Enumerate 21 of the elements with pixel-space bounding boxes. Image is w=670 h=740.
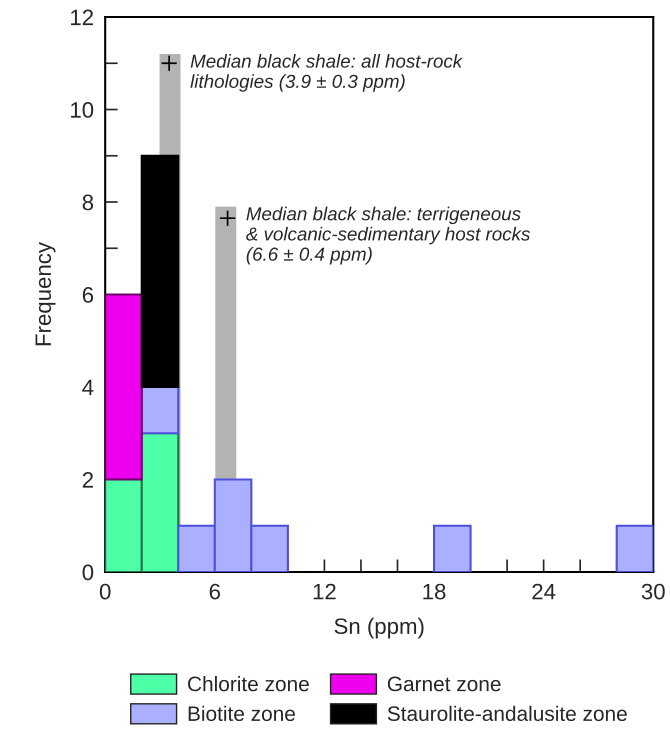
y-tick-label: 6	[82, 287, 94, 303]
y-tick-label: 2	[82, 472, 93, 488]
y-axis-title: Frequency	[36, 242, 56, 346]
legend-label: Chlorite zone	[188, 676, 309, 692]
legend-label: Staurolite-andalusite zone	[388, 706, 627, 722]
x-tick-label: 18	[423, 584, 446, 600]
annotation: Median black shale: all host-rock lithologies (3.9 ± 0.3 ppm)	[190, 54, 463, 92]
y-tick-label: 12	[71, 10, 93, 26]
annotation: Median black shale: terrigeneous & volcanic-sedimentary host rocks (6.6 ± 0.4 ppm)	[246, 206, 530, 265]
legend-label: Garnet zone	[388, 676, 501, 692]
x-tick-label: 6	[210, 584, 220, 600]
x-tick-label: 0	[100, 584, 110, 600]
x-tick-label: 12	[314, 584, 336, 600]
y-tick-label: 10	[71, 102, 94, 118]
x-axis-title: Sn (ppm)	[334, 618, 424, 638]
y-tick-label: 8	[82, 194, 94, 210]
x-tick-label: 24	[532, 584, 556, 600]
x-tick-label: 30	[642, 584, 665, 600]
legend-label: Biotite zone	[188, 706, 295, 722]
y-tick-label: 0	[82, 564, 94, 580]
y-tick-label: 4	[82, 380, 94, 396]
